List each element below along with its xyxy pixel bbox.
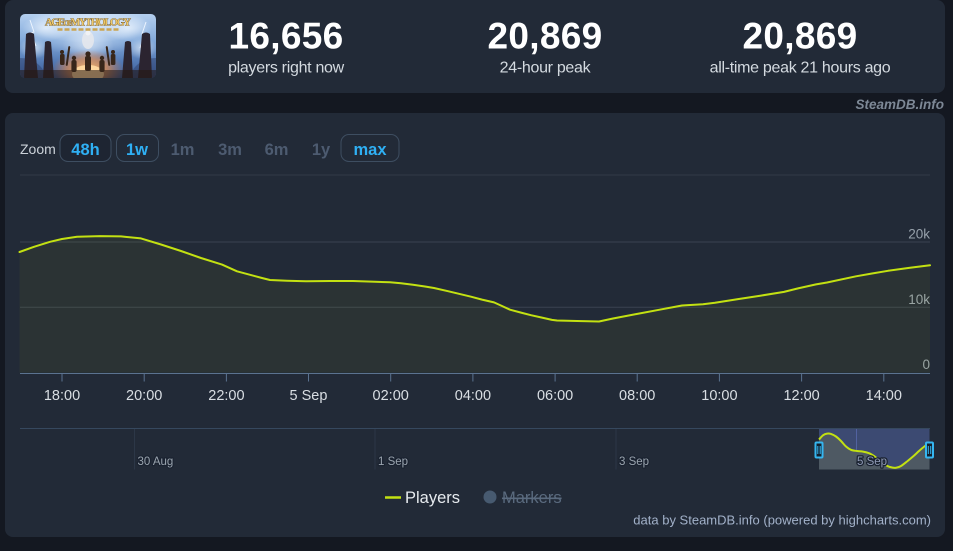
svg-text:18:00: 18:00 (44, 388, 80, 404)
svg-text:10k: 10k (908, 292, 930, 307)
svg-text:1m: 1m (171, 141, 195, 159)
svg-text:08:00: 08:00 (619, 388, 655, 404)
svg-text:12:00: 12:00 (783, 388, 819, 404)
svg-text:24-hour peak: 24-hour peak (500, 60, 592, 77)
svg-text:20,869: 20,869 (488, 16, 603, 57)
svg-text:22:00: 22:00 (208, 388, 244, 404)
svg-text:10:00: 10:00 (701, 388, 737, 404)
svg-text:data by SteamDB.info (powered: data by SteamDB.info (powered by highcha… (633, 513, 931, 528)
svg-text:Markers: Markers (502, 489, 562, 507)
svg-text:14:00: 14:00 (866, 388, 902, 404)
svg-text:0: 0 (922, 357, 930, 372)
svg-text:1w: 1w (126, 141, 148, 159)
svg-text:SteamDB.info: SteamDB.info (855, 97, 944, 112)
svg-text:06:00: 06:00 (537, 388, 573, 404)
svg-text:Zoom: Zoom (20, 141, 56, 157)
svg-text:16,656: 16,656 (229, 16, 344, 57)
svg-text:02:00: 02:00 (373, 388, 409, 404)
svg-text:max: max (353, 141, 387, 159)
svg-text:3 Sep: 3 Sep (619, 456, 649, 468)
svg-text:5 Sep: 5 Sep (290, 388, 328, 404)
svg-text:6m: 6m (265, 141, 289, 159)
svg-text:players right now: players right now (228, 60, 345, 77)
svg-text:3m: 3m (218, 141, 242, 159)
svg-text:20:00: 20:00 (126, 388, 162, 404)
svg-text:48h: 48h (71, 141, 99, 159)
svg-text:all-time peak 21 hours ago: all-time peak 21 hours ago (710, 60, 891, 77)
svg-text:5 Sep: 5 Sep (857, 456, 887, 468)
svg-text:1 Sep: 1 Sep (378, 456, 408, 468)
svg-text:20,869: 20,869 (743, 16, 858, 57)
svg-text:1y: 1y (312, 141, 331, 159)
svg-text:04:00: 04:00 (455, 388, 491, 404)
svg-text:AGEOFMYTHOLOGY: AGEOFMYTHOLOGY (45, 18, 131, 29)
svg-text:Players: Players (405, 489, 460, 507)
svg-text:30 Aug: 30 Aug (138, 456, 174, 468)
svg-text:20k: 20k (908, 227, 930, 242)
